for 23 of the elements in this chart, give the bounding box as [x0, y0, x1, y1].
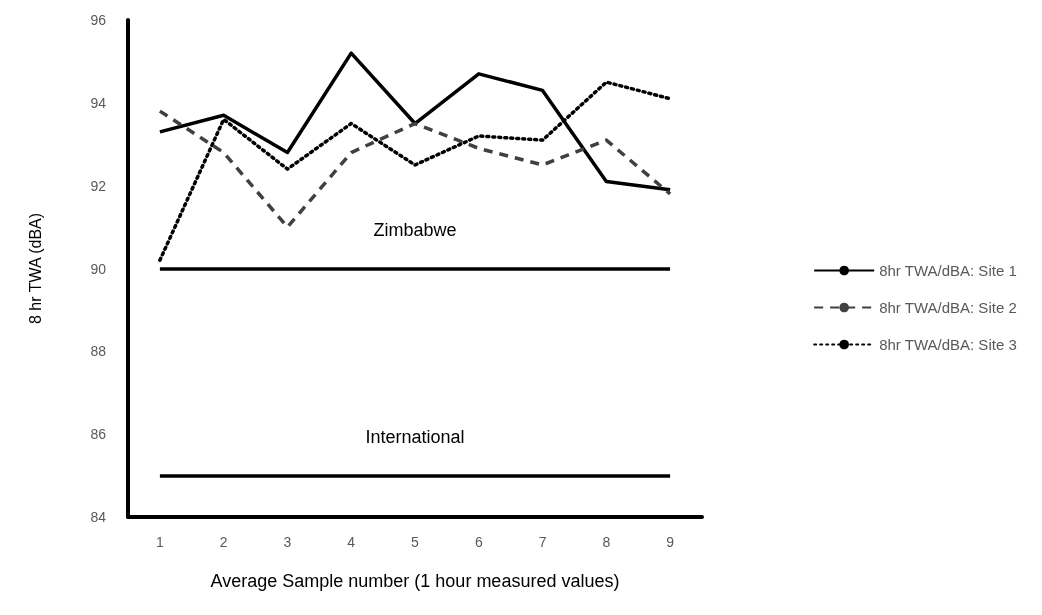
- y-tick-label: 92: [90, 177, 107, 194]
- ref-line-label: Zimbabwe: [373, 219, 457, 240]
- x-tick-label: 1: [155, 534, 164, 550]
- y-tick-label: 90: [90, 260, 107, 277]
- x-tick-label: 8: [602, 534, 611, 550]
- x-tick-label: 3: [283, 534, 292, 550]
- x-tick-label: 5: [411, 534, 420, 550]
- x-tick-label: 7: [538, 534, 547, 550]
- legend-label: 8hr TWA/dBA: Site 3: [879, 336, 1017, 353]
- x-tick-label: 4: [347, 534, 356, 550]
- x-tick-label: 9: [666, 534, 675, 550]
- ref-line-label: International: [365, 426, 465, 447]
- legend-label: 8hr TWA/dBA: Site 1: [879, 262, 1017, 279]
- x-tick-label: 6: [474, 534, 483, 550]
- x-axis-title: Average Sample number (1 hour measured values): [210, 571, 620, 591]
- y-tick-label: 88: [90, 343, 107, 360]
- y-tick-label: 84: [90, 509, 107, 525]
- x-tick-label: 2: [219, 534, 228, 550]
- y-axis-title: 8 hr TWA (dBA): [26, 212, 44, 325]
- y-tick-label: 96: [90, 12, 107, 28]
- y-tick-label: 86: [90, 426, 107, 443]
- y-tick-label: 94: [90, 94, 107, 111]
- legend-label: 8hr TWA/dBA: Site 2: [879, 299, 1017, 316]
